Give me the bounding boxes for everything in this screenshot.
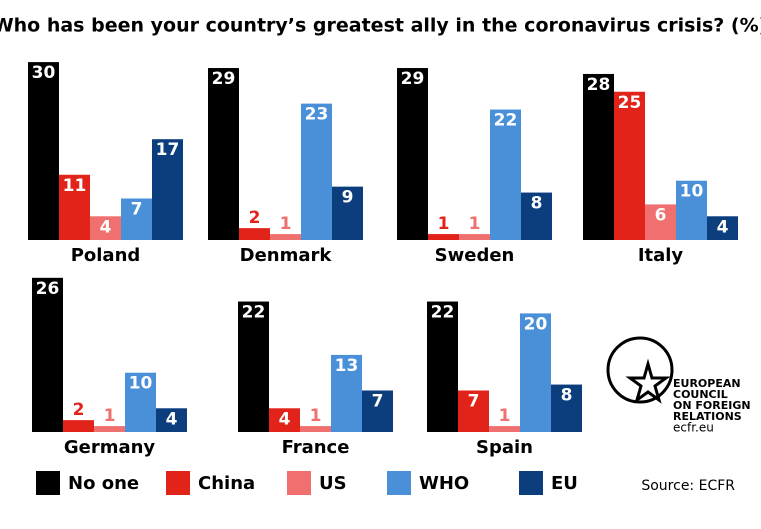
bar bbox=[428, 234, 459, 240]
data-label: 2 bbox=[73, 400, 85, 420]
category-label: Sweden bbox=[435, 245, 515, 266]
chart-title: Who has been your country’s greatest all… bbox=[0, 15, 761, 37]
data-label: 1 bbox=[469, 214, 481, 234]
data-label: 7 bbox=[131, 199, 143, 219]
category-label: France bbox=[282, 437, 350, 458]
data-label: 4 bbox=[166, 409, 178, 429]
data-label: 22 bbox=[431, 303, 455, 323]
bar bbox=[645, 204, 676, 240]
data-label: 9 bbox=[342, 188, 354, 208]
legend-label: WHO bbox=[419, 473, 469, 494]
data-label: 30 bbox=[32, 63, 56, 83]
logo-circle bbox=[606, 336, 674, 404]
data-label: 20 bbox=[524, 314, 548, 334]
data-label: 29 bbox=[212, 69, 236, 89]
bar bbox=[208, 68, 239, 240]
logo-mark bbox=[606, 336, 674, 404]
data-label: 8 bbox=[561, 386, 573, 406]
bar bbox=[362, 390, 393, 432]
data-label: 1 bbox=[310, 406, 322, 426]
data-label: 28 bbox=[587, 75, 611, 95]
bar bbox=[520, 313, 551, 432]
bar bbox=[489, 426, 520, 432]
data-label: 22 bbox=[494, 111, 518, 131]
data-label: 29 bbox=[401, 69, 425, 89]
logo-text: ON FOREIGN bbox=[673, 399, 751, 412]
legend-label: EU bbox=[551, 473, 578, 494]
data-label: 8 bbox=[531, 194, 543, 214]
data-label: 4 bbox=[100, 217, 112, 237]
bar bbox=[397, 68, 428, 240]
category-label: Spain bbox=[476, 437, 533, 458]
legend-swatch bbox=[287, 471, 311, 495]
data-label: 2 bbox=[249, 208, 261, 228]
bar bbox=[301, 103, 332, 240]
data-label: 22 bbox=[242, 303, 266, 323]
data-label: 25 bbox=[618, 93, 642, 113]
bar bbox=[94, 426, 125, 432]
bar bbox=[90, 216, 121, 240]
legend-label: China bbox=[198, 473, 255, 494]
data-label: 13 bbox=[335, 356, 359, 376]
data-label: 1 bbox=[104, 406, 116, 426]
data-label: 6 bbox=[655, 205, 667, 225]
bar bbox=[459, 234, 490, 240]
logo-star bbox=[625, 358, 671, 404]
bar bbox=[583, 73, 614, 241]
logo-text: RELATIONS bbox=[673, 410, 742, 423]
logo-text: COUNCIL bbox=[673, 388, 728, 401]
category-label: Italy bbox=[638, 245, 684, 266]
legend-swatch bbox=[387, 471, 411, 495]
legend-label: No one bbox=[68, 473, 139, 494]
category-label: Denmark bbox=[240, 245, 333, 266]
bar bbox=[270, 234, 301, 240]
bar bbox=[269, 408, 300, 432]
bar bbox=[676, 180, 707, 240]
bar bbox=[614, 91, 645, 240]
bar bbox=[427, 301, 458, 432]
bar bbox=[156, 408, 187, 432]
bar bbox=[32, 277, 63, 432]
bar bbox=[521, 192, 552, 240]
data-label: 10 bbox=[680, 182, 704, 202]
bar bbox=[125, 372, 156, 432]
data-label: 11 bbox=[63, 176, 87, 196]
source: Source: ECFR bbox=[641, 478, 735, 494]
data-label: 26 bbox=[36, 279, 60, 299]
data-label: 7 bbox=[372, 391, 384, 411]
data-label: 17 bbox=[156, 140, 180, 160]
legend-swatch bbox=[36, 471, 60, 495]
logo-text: EUROPEAN bbox=[673, 377, 741, 390]
data-label: 4 bbox=[717, 217, 729, 237]
bar bbox=[300, 426, 331, 432]
data-label: 7 bbox=[468, 391, 480, 411]
bar bbox=[152, 139, 183, 240]
data-label: 1 bbox=[499, 406, 511, 426]
category-label: Poland bbox=[71, 245, 141, 266]
bar bbox=[59, 174, 90, 240]
legend-swatch bbox=[166, 471, 190, 495]
data-label: 10 bbox=[129, 374, 153, 394]
bar bbox=[239, 228, 270, 240]
bar bbox=[490, 109, 521, 240]
bar bbox=[28, 62, 59, 240]
data-label: 1 bbox=[280, 214, 292, 234]
bar bbox=[707, 216, 738, 240]
bar bbox=[63, 420, 94, 432]
logo-text: ecfr.eu bbox=[673, 421, 714, 435]
category-label: Germany bbox=[64, 437, 156, 458]
bar bbox=[551, 384, 582, 432]
bar bbox=[238, 301, 269, 432]
data-label: 23 bbox=[305, 105, 329, 125]
bar bbox=[458, 390, 489, 432]
data-label: 4 bbox=[279, 409, 291, 429]
data-label: 1 bbox=[438, 214, 450, 234]
bar bbox=[332, 186, 363, 240]
legend-label: US bbox=[319, 473, 347, 494]
bar bbox=[121, 198, 152, 240]
legend-swatch bbox=[519, 471, 543, 495]
bar bbox=[331, 354, 362, 432]
